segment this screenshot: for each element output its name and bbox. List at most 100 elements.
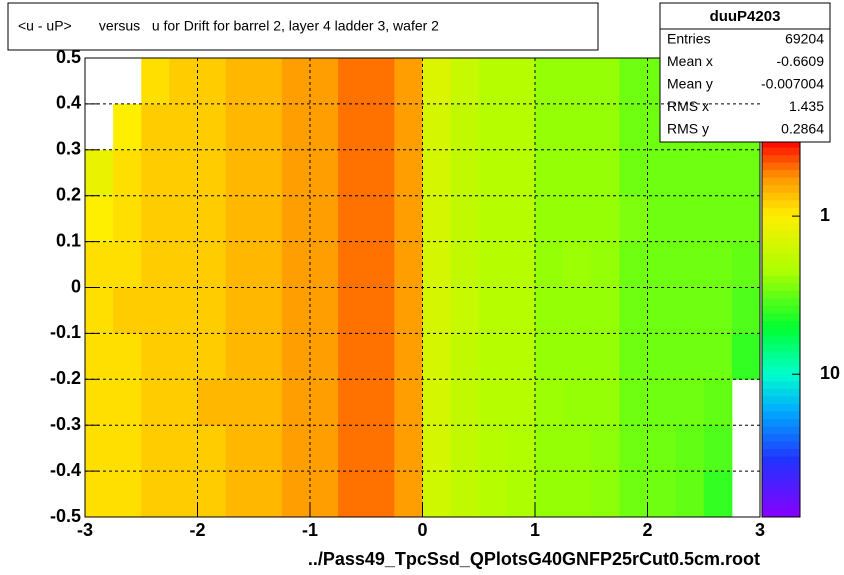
- palette-step: [762, 185, 800, 194]
- heat-cell: [731, 195, 761, 243]
- heat-cell: [450, 58, 480, 105]
- heat-cell: [450, 149, 480, 197]
- heat-cell: [394, 149, 423, 197]
- palette-step: [762, 268, 800, 277]
- palette-step: [762, 177, 800, 186]
- heat-cell: [225, 379, 255, 426]
- heat-cell: [141, 471, 170, 518]
- heat-cell: [422, 333, 452, 380]
- y-tick-label: 0.2: [56, 184, 81, 204]
- heat-cell: [281, 241, 311, 288]
- y-tick-label: -0.1: [50, 322, 81, 342]
- heat-cell: [169, 241, 198, 288]
- heat-cell: [85, 425, 114, 472]
- heat-cell: [731, 149, 761, 197]
- heat-cell: [310, 425, 339, 472]
- heat-cell: [366, 425, 395, 472]
- heat-cell: [478, 149, 508, 197]
- heat-cell: [703, 425, 733, 472]
- heat-cell: [478, 333, 508, 380]
- palette-step: [762, 222, 800, 231]
- heat-cell: [450, 103, 480, 151]
- heat-cell: [225, 241, 255, 288]
- heat-cell: [281, 333, 311, 380]
- x-tick-label: 1: [530, 520, 540, 540]
- heat-cell: [478, 241, 508, 288]
- stats-label: RMS x: [667, 98, 709, 114]
- heat-cell: [169, 471, 198, 518]
- heat-cell: [563, 287, 592, 334]
- palette-step: [762, 366, 800, 375]
- palette-step: [762, 501, 800, 510]
- palette-step: [762, 403, 800, 412]
- palette-step: [762, 351, 800, 360]
- palette-step: [762, 170, 800, 179]
- heat-cell: [619, 379, 648, 426]
- heat-cell: [506, 287, 536, 334]
- heat-cell: [394, 379, 423, 426]
- palette-step: [762, 147, 800, 156]
- heat-cell: [281, 287, 311, 334]
- heat-cell: [647, 241, 677, 288]
- heat-cell: [506, 471, 536, 518]
- heat-cell: [675, 149, 705, 197]
- palette-step: [762, 140, 800, 149]
- heat-cell: [197, 149, 227, 197]
- heat-cell: [310, 471, 339, 518]
- heat-cell: [253, 287, 283, 334]
- heat-cell: [506, 103, 536, 151]
- heat-cell: [169, 425, 198, 472]
- palette-step: [762, 494, 800, 503]
- palette-step: [762, 245, 800, 254]
- heat-cell: [675, 287, 705, 334]
- heat-cell: [591, 103, 620, 151]
- heat-cell: [563, 58, 592, 105]
- heat-cell: [478, 103, 508, 151]
- heat-cell: [225, 149, 255, 197]
- heat-cell: [169, 103, 198, 151]
- heat-cell: [310, 241, 339, 288]
- heat-cell: [478, 379, 508, 426]
- heat-cell: [253, 103, 283, 151]
- heat-cell: [619, 333, 648, 380]
- palette-step: [762, 313, 800, 322]
- heat-cell: [394, 103, 423, 151]
- y-tick-label: 0.4: [56, 93, 81, 113]
- heat-cell: [478, 195, 508, 243]
- palette-step: [762, 305, 800, 314]
- palette-step: [762, 434, 800, 443]
- x-axis-label: ../Pass49_TpcSsd_QPlotsG40GNFP25rCut0.5c…: [308, 549, 760, 569]
- heat-cell: [478, 58, 508, 105]
- heat-cell: [675, 471, 705, 518]
- title-box: [7, 2, 599, 51]
- heat-cell: [253, 149, 283, 197]
- heat-cell: [281, 58, 311, 105]
- heat-cell: [591, 149, 620, 197]
- heat-cell: [310, 195, 339, 243]
- palette: [761, 139, 801, 518]
- heat-cell: [394, 195, 423, 243]
- heat-cell: [619, 287, 648, 334]
- x-tick-label: -3: [77, 520, 93, 540]
- heat-cell: [422, 471, 452, 518]
- heat-cell: [506, 58, 536, 105]
- palette-step: [762, 449, 800, 458]
- heat-cell: [647, 149, 677, 197]
- stats-value: 69204: [785, 31, 824, 47]
- heat-cell: [591, 241, 620, 288]
- heat-cell: [450, 425, 480, 472]
- palette-step: [762, 411, 800, 420]
- heat-cell: [225, 58, 255, 105]
- heat-cell: [310, 333, 339, 380]
- palette-step: [762, 207, 800, 216]
- palette-step: [762, 358, 800, 367]
- heat-cell: [85, 287, 114, 334]
- heat-cell: [141, 379, 170, 426]
- heat-cell: [169, 287, 198, 334]
- heat-cell: [253, 333, 283, 380]
- heat-cell: [338, 287, 367, 334]
- heat-cell: [169, 379, 198, 426]
- heat-cell: [225, 333, 255, 380]
- title: <u - uP> versus u for Drift for barrel 2…: [18, 18, 439, 34]
- heat-cell: [450, 287, 480, 334]
